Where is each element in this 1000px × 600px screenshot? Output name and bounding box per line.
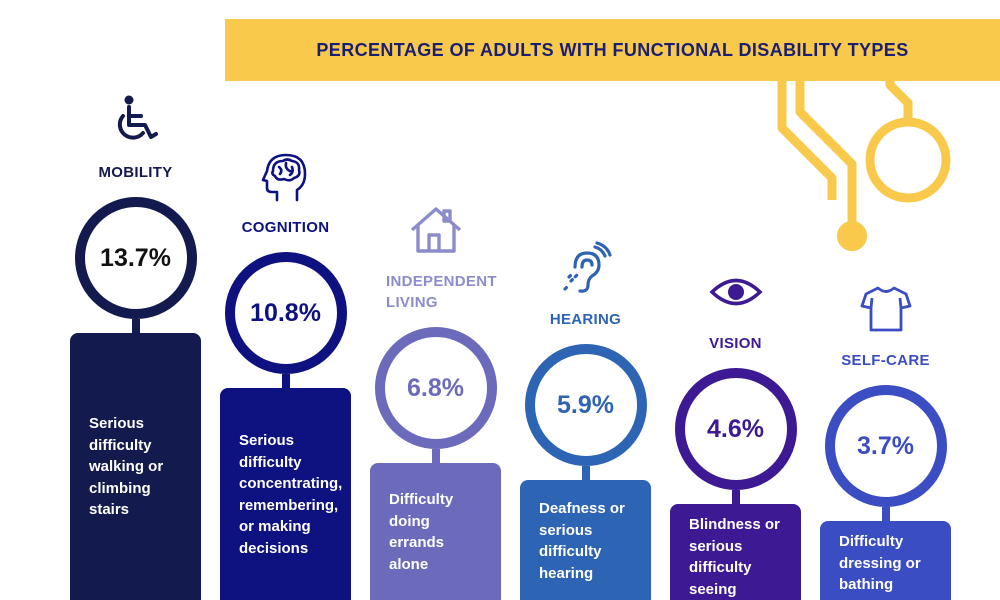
bar-description-line: remembering,	[239, 496, 339, 514]
category-label-line: VISION	[709, 335, 762, 352]
chart-title: PERCENTAGE OF ADULTS WITH FUNCTIONAL DIS…	[316, 40, 909, 60]
bar-description-line: Blindness or	[689, 516, 780, 533]
bar-description-line: dressing or	[839, 554, 921, 572]
bar-description-line: difficulty	[239, 453, 302, 471]
connector-stem	[131, 319, 140, 333]
category-label-line: LIVING	[386, 294, 438, 311]
bar-description-line: concentrating,	[239, 475, 343, 492]
bar-description-line: decisions	[239, 539, 309, 557]
circuit-ring	[865, 117, 951, 203]
bar-description-line: serious	[539, 521, 593, 539]
bar-description-line: Serious	[89, 415, 145, 432]
bar: Serious difficulty walking or climbing stair…	[70, 333, 201, 600]
value-circle: 10.8%	[224, 252, 347, 374]
bar-description-line: climbing	[89, 479, 151, 497]
bar-description-line: or making	[239, 518, 311, 535]
circuit-line-2	[795, 70, 857, 222]
bar-description: Blindness or serious difficulty seeing	[689, 514, 795, 600]
bar: Difficulty doing errands alone	[370, 463, 501, 600]
category-label: INDEPENDENT LIVING	[386, 271, 497, 313]
value-circle: 6.8%	[374, 327, 497, 449]
brain-head-icon	[259, 149, 313, 208]
value-circle: 4.6%	[674, 368, 797, 490]
bar-description-line: difficulty	[89, 436, 152, 454]
wheelchair-icon	[109, 94, 163, 153]
category-label: COGNITION	[206, 217, 366, 238]
category-label-line: HEARING	[549, 311, 622, 328]
circuit-line-1	[777, 70, 837, 200]
category-label-line: SELF-CARE	[841, 352, 930, 369]
bar-description-line: serious	[689, 537, 743, 555]
eye-icon	[708, 265, 763, 324]
category-label: SELF-CARE	[806, 350, 966, 371]
house-icon	[409, 203, 463, 262]
value-circle: 13.7%	[74, 197, 197, 319]
bar-description-line: hearing	[539, 564, 594, 582]
bar-description-line: Difficulty	[839, 533, 904, 550]
value-label: 13.7%	[100, 244, 171, 272]
connector-stem	[731, 490, 740, 504]
connector-stem	[881, 507, 890, 521]
connector-stem	[281, 374, 290, 388]
value-label: 3.7%	[857, 432, 914, 460]
value-label: 4.6%	[707, 415, 764, 443]
bar-description: Serious difficulty walking or climbing stair…	[89, 413, 195, 521]
value-label: 5.9%	[557, 391, 614, 419]
bar: Deafness or serious difficulty hearing	[520, 480, 651, 600]
category-label: HEARING	[506, 309, 666, 330]
value-label: 6.8%	[407, 374, 464, 402]
title-banner: PERCENTAGE OF ADULTS WITH FUNCTIONAL DIS…	[225, 19, 1000, 81]
category-label-line: COGNITION	[241, 219, 330, 236]
bar-description-line: alone	[389, 555, 429, 573]
category-label-line: MOBILITY	[98, 164, 173, 181]
connector-stem	[581, 466, 590, 480]
bar-description: Difficulty doing errands alone	[389, 489, 495, 575]
bar-description-line: seeing	[689, 580, 737, 598]
bar-description: Difficulty dressing or bathing	[839, 531, 945, 596]
bar-description: Deafness or serious difficulty hearing	[539, 498, 645, 584]
bar: Difficulty dressing or bathing	[820, 521, 951, 600]
value-circle: 3.7%	[824, 385, 947, 507]
category-label: VISION	[656, 333, 816, 354]
circuit-node	[837, 221, 867, 251]
value-label: 10.8%	[250, 299, 321, 327]
bar: Blindness or serious difficulty seeing	[670, 504, 801, 600]
bar: Serious difficulty concentrating, rememberi…	[220, 388, 351, 600]
shirt-icon	[859, 282, 913, 341]
bar-description-line: walking or	[89, 458, 164, 475]
bar-description: Serious difficulty concentrating, rememberi…	[239, 430, 345, 559]
ear-icon	[559, 241, 613, 300]
bar-description-line: bathing	[839, 576, 894, 593]
value-circle: 5.9%	[524, 344, 647, 466]
connector-stem	[431, 449, 440, 463]
bar-description-line: Serious	[239, 432, 295, 449]
bar-description-line: doing	[389, 512, 430, 530]
bar-description-line: difficulty	[539, 543, 602, 560]
bar-description-line: stairs	[89, 501, 130, 518]
bar-description-line: Difficulty	[389, 491, 454, 508]
bar-description-line: Deafness or	[539, 500, 625, 517]
category-label-line: INDEPENDENT	[386, 273, 497, 290]
bar-description-line: errands	[389, 534, 445, 551]
category-label: MOBILITY	[56, 162, 216, 183]
bar-description-line: difficulty	[689, 559, 752, 576]
